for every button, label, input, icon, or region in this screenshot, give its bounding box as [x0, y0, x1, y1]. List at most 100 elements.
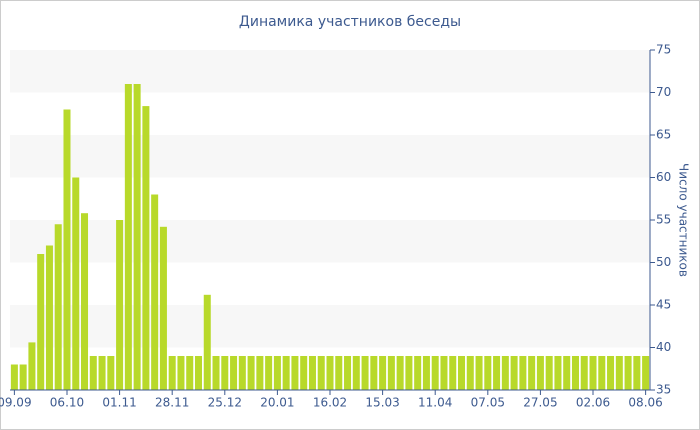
bar: [545, 356, 553, 390]
bar: [256, 356, 264, 390]
bar: [308, 356, 316, 390]
x-tick-label: 15.03: [365, 396, 399, 410]
bar: [89, 356, 97, 390]
background-band: [10, 50, 650, 93]
bar: [440, 356, 448, 390]
y-tick-label: 40: [656, 340, 671, 354]
bar: [116, 220, 124, 390]
bar: [186, 356, 194, 390]
bar: [431, 356, 439, 390]
x-tick-label: 25.12: [208, 396, 242, 410]
x-tick-label: 09.09: [0, 396, 32, 410]
x-tick-label: 20.01: [260, 396, 294, 410]
bar: [151, 194, 159, 390]
y-tick-label: 35: [656, 383, 671, 397]
x-tick-label: 08.06: [628, 396, 662, 410]
bar: [326, 356, 334, 390]
bar: [484, 356, 492, 390]
bar: [194, 356, 202, 390]
bar: [519, 356, 527, 390]
bar: [615, 356, 623, 390]
bar: [203, 294, 211, 390]
bar: [98, 356, 106, 390]
x-tick-label: 02.06: [576, 396, 610, 410]
x-tick-label: 06.10: [50, 396, 84, 410]
bar: [475, 356, 483, 390]
y-tick-label: 45: [656, 298, 671, 312]
bar: [493, 356, 501, 390]
bar: [72, 177, 80, 390]
bar: [238, 356, 246, 390]
bar: [528, 356, 536, 390]
bar: [554, 356, 562, 390]
bar: [300, 356, 308, 390]
bar: [133, 84, 141, 390]
y-tick-label: 65: [656, 128, 671, 142]
bar: [63, 109, 71, 390]
bar: [291, 356, 299, 390]
bar: [510, 356, 518, 390]
bar: [317, 356, 325, 390]
bar: [273, 356, 281, 390]
bar: [352, 356, 360, 390]
bar: [28, 342, 36, 390]
x-tick-label: 01.11: [102, 396, 136, 410]
bar: [168, 356, 176, 390]
bar: [212, 356, 220, 390]
bar: [124, 84, 132, 390]
bar: [466, 356, 474, 390]
bar: [54, 224, 62, 390]
bar: [563, 356, 571, 390]
bar: [107, 356, 115, 390]
x-tick-label: 27.05: [523, 396, 557, 410]
bar: [370, 356, 378, 390]
bar: [571, 356, 579, 390]
bar: [422, 356, 430, 390]
background-band: [10, 305, 650, 348]
bar: [580, 356, 588, 390]
bar: [387, 356, 395, 390]
bar: [177, 356, 185, 390]
x-tick-label: 11.04: [418, 396, 452, 410]
bar: [361, 356, 369, 390]
y-tick-label: 60: [656, 170, 671, 184]
background-band: [10, 220, 650, 263]
bar: [10, 364, 18, 390]
y-tick-label: 70: [656, 85, 671, 99]
bar: [405, 356, 413, 390]
x-tick-label: 28.11: [155, 396, 189, 410]
bar: [230, 356, 238, 390]
bar: [607, 356, 615, 390]
x-tick-label: 16.02: [313, 396, 347, 410]
bar: [282, 356, 290, 390]
bar: [37, 254, 45, 390]
bar: [221, 356, 229, 390]
y-tick-label: 50: [656, 255, 671, 269]
y-tick-label: 75: [656, 43, 671, 57]
y-tick-label: 55: [656, 213, 671, 227]
bar: [159, 226, 167, 390]
bar: [247, 356, 255, 390]
bar: [501, 356, 509, 390]
bar: [81, 213, 89, 390]
bar: [458, 356, 466, 390]
bar: [598, 356, 606, 390]
bar: [589, 356, 597, 390]
bar: [633, 356, 641, 390]
bar: [396, 356, 404, 390]
bar: [19, 364, 27, 390]
bar: [142, 106, 150, 390]
bar: [624, 356, 632, 390]
bar: [265, 356, 273, 390]
bar: [449, 356, 457, 390]
bar: [379, 356, 387, 390]
bar: [344, 356, 352, 390]
bar: [414, 356, 422, 390]
y-axis-label: Число участников: [677, 163, 691, 277]
bar: [642, 356, 650, 390]
background-band: [10, 135, 650, 178]
bar: [335, 356, 343, 390]
bar: [45, 245, 53, 390]
chart-title: Динамика участников беседы: [239, 14, 461, 30]
